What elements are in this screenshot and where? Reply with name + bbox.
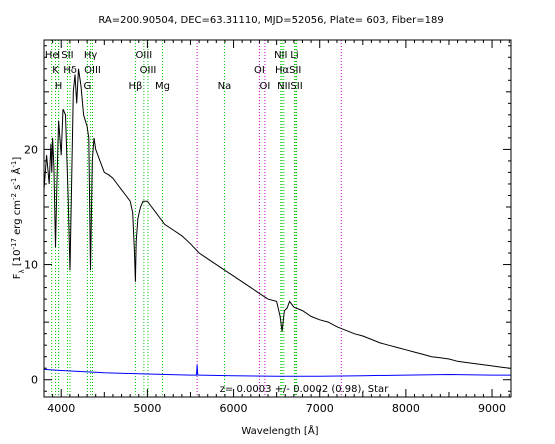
line-label: SII — [61, 50, 73, 61]
line-label: OIII — [84, 65, 101, 76]
line-label: OI — [260, 81, 271, 92]
line-label: Li — [290, 50, 298, 61]
line-label: H — [55, 81, 63, 92]
x-tick-label: 4000 — [47, 402, 75, 415]
y-axis-label: Fλ [10-17 erg cm-2 s-1 Å-1] — [10, 157, 26, 280]
line-label: K — [52, 65, 59, 76]
chart-title: RA=200.90504, DEC=63.31110, MJD=52056, P… — [98, 15, 443, 26]
x-tick-label: 5000 — [133, 402, 161, 415]
line-label: SII — [289, 65, 301, 76]
line-label: G — [84, 81, 92, 92]
x-tick-label: 7000 — [306, 402, 334, 415]
line-label: OI — [254, 65, 265, 76]
line-label: SII — [290, 81, 302, 92]
line-label: Hγ — [84, 50, 98, 61]
line-label: Na — [218, 81, 232, 92]
line-label: OIII — [136, 50, 153, 61]
line-label: OIII — [140, 65, 157, 76]
line-label: Hβ — [128, 81, 142, 92]
line-label: He — [45, 50, 59, 61]
series-line — [43, 68, 510, 369]
y-axis-ticks: 0 10 20 — [24, 45, 511, 392]
x-tick-label: 8000 — [392, 402, 420, 415]
series-group — [43, 68, 511, 377]
y-tick-label: 10 — [24, 259, 38, 272]
line-label: Mg — [155, 81, 170, 92]
plot-frame — [43, 39, 512, 398]
series-line — [43, 364, 511, 377]
x-tick-label: 9000 — [478, 402, 506, 415]
z-annotation: z= 0.0003 +/- 0.0002 (0.98), Star — [220, 384, 390, 395]
line-label: NII — [277, 81, 290, 92]
x-tick-label: 6000 — [220, 402, 248, 415]
line-label: NII — [274, 50, 287, 61]
x-axis-label: Wavelength [Å] — [241, 424, 318, 437]
line-label: Hδ — [63, 65, 77, 76]
line-label: I — [57, 50, 60, 61]
line-label: Hα — [275, 65, 290, 76]
line-markers — [51, 40, 342, 397]
x-axis-ticks: 4000 5000 6000 7000 8000 9000 — [47, 40, 510, 415]
y-tick-label: 20 — [24, 143, 38, 156]
y-tick-label: 0 — [31, 374, 38, 387]
